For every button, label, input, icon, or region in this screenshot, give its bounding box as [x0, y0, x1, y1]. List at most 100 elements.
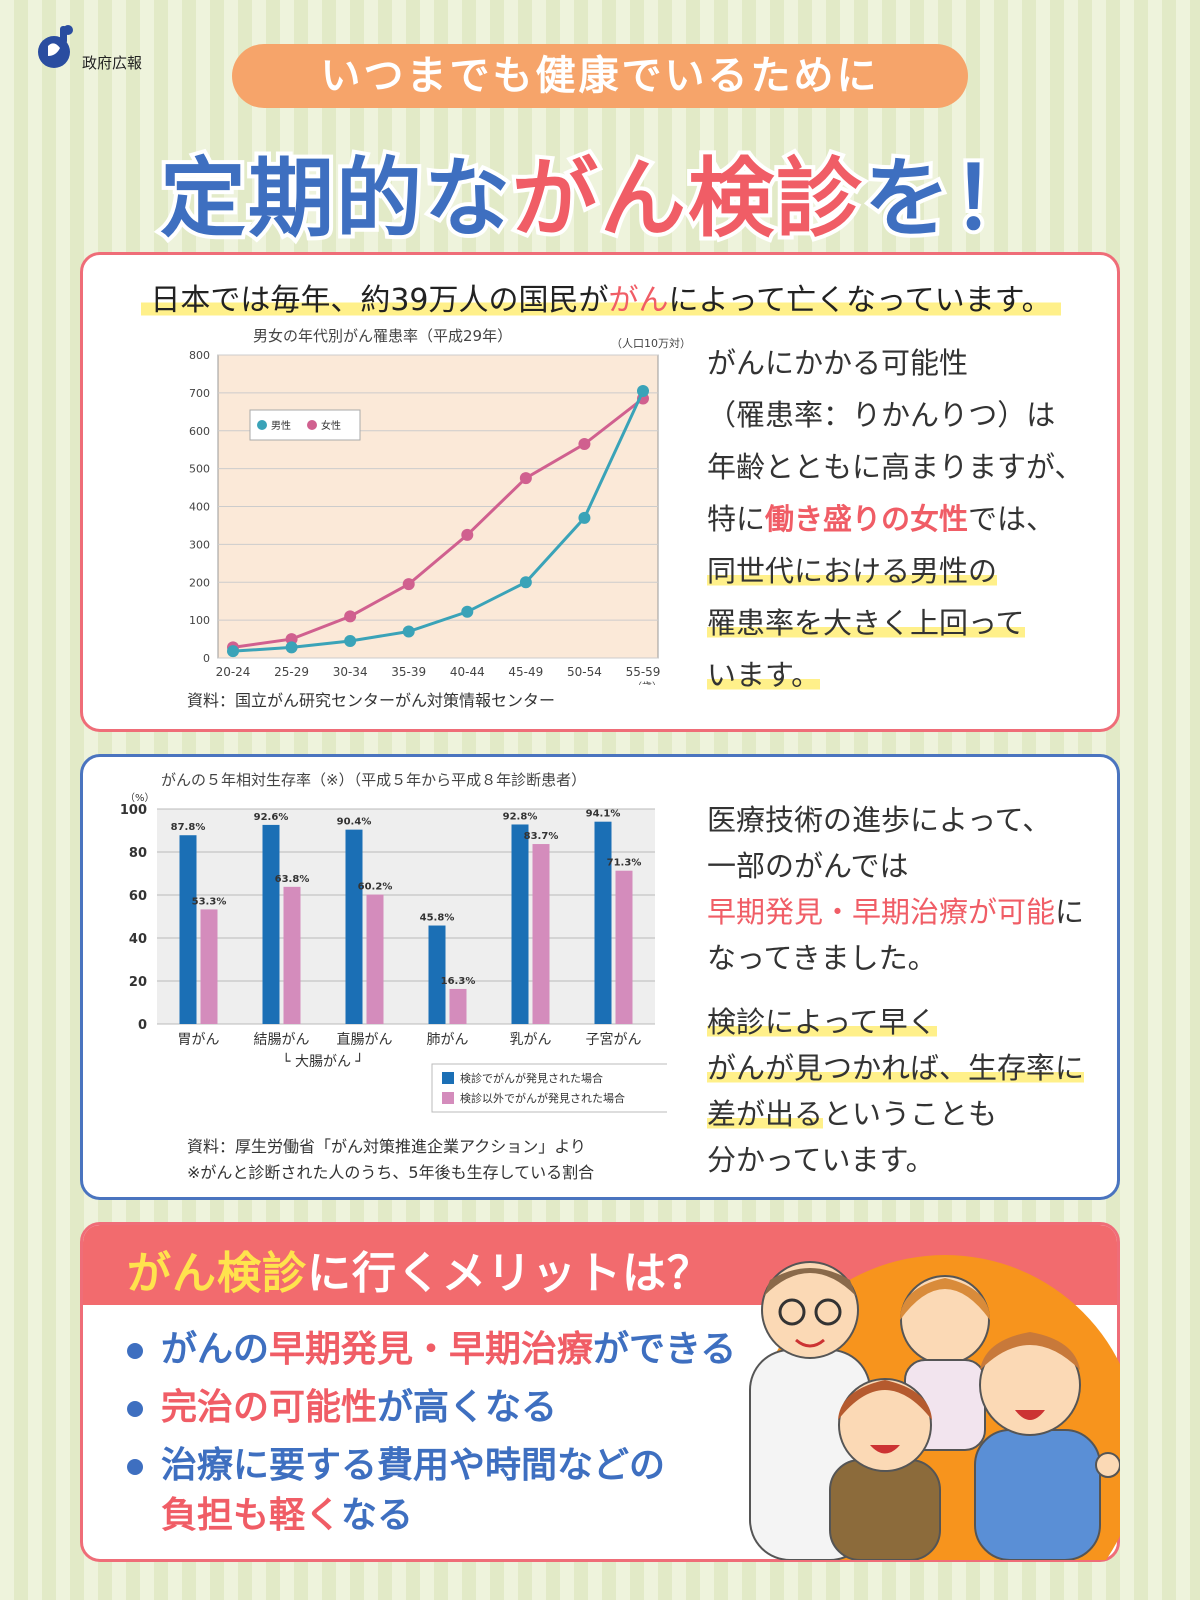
y-tick-label: 300: [189, 538, 210, 551]
legend-box: [249, 409, 361, 441]
data-label: 45.8%: [420, 913, 455, 924]
x-tick-label: 結腸がん: [254, 1032, 310, 1048]
x-tick-label: 30-34: [333, 665, 368, 679]
y-tick-label: 700: [189, 387, 210, 400]
text-line: 差が出るということも: [707, 1091, 1117, 1137]
bar: [428, 925, 446, 1024]
legend-label: 男性: [271, 419, 291, 432]
x-unit-label: （歳）: [632, 681, 662, 685]
text-line: 医療技術の進歩によって、: [707, 803, 1052, 837]
title-span: に行くメリットは？: [307, 1248, 712, 1299]
family-illustration: [749, 1255, 1120, 1560]
headline-part3: を！: [860, 145, 1042, 253]
lead-part2: がん: [608, 283, 669, 318]
text-line: 同世代における男性の: [707, 545, 1117, 597]
bullet-icon: [127, 1459, 143, 1475]
highlighted-text: 同世代における男性の: [707, 554, 998, 588]
highlighted-text: がんが見つかれば、生存率に: [707, 1051, 1085, 1085]
bar: [511, 824, 529, 1024]
y-axis-label: （%）: [125, 792, 155, 804]
text-span: では、: [968, 502, 1056, 536]
x-tick-label: 50-54: [567, 665, 602, 679]
death-statistic-lead: 日本では毎年、約39万人の国民ががんによって亡くなっています。: [141, 275, 1061, 319]
bar-chart-note: ※がんと診断された人のうち、5年後も生存している割合: [187, 1163, 595, 1182]
text-span: なる: [341, 1495, 414, 1536]
text-span: 特に: [707, 502, 766, 536]
line-chart-unit: （人口10万対）: [611, 337, 691, 350]
government-logo-icon: [38, 25, 73, 68]
text-line: 罹患率を大きく上回って: [707, 597, 1117, 649]
bar: [345, 829, 363, 1024]
bar: [283, 886, 301, 1024]
bar-chart-source: 資料：厚生労働省「がん対策推進企業アクション」より: [187, 1137, 586, 1156]
data-point: [285, 633, 298, 646]
data-point: [578, 438, 591, 451]
headline-part2: がん検診: [508, 145, 866, 253]
text-span: 治療に要する費用や時間などの: [161, 1445, 666, 1486]
highlighted-text: います。: [707, 658, 821, 692]
y-tick-label: 100: [189, 614, 210, 627]
bullet-icon: [127, 1401, 143, 1417]
series-line: [232, 397, 644, 649]
headline-part1: 定期的な: [156, 145, 514, 253]
y-tick-label: 500: [189, 463, 210, 476]
x-tick-label: 55-59: [626, 665, 661, 679]
x-tick-label: 肺がん: [427, 1032, 469, 1048]
text-line: なってきました。: [707, 941, 937, 975]
legend-label: 検診以外でがんが発見された場合: [460, 1091, 625, 1105]
data-label: 53.3%: [192, 896, 227, 907]
text-line: 特に働き盛りの女性では、: [707, 493, 1117, 545]
data-label: 92.6%: [254, 812, 289, 823]
legend-marker: [442, 1092, 454, 1104]
text-span: が高くなる: [377, 1387, 558, 1428]
legend-label: 女性: [321, 419, 341, 432]
text-line: 検診によって早く: [707, 999, 1117, 1045]
bar: [449, 988, 467, 1024]
legend-marker: [442, 1072, 454, 1084]
data-label: 83.7%: [524, 831, 559, 842]
plot-area: [157, 809, 655, 1024]
bar-chart-title: がんの５年相対生存率（※）（平成５年から平成８年診断患者）: [161, 771, 587, 789]
data-point: [519, 576, 532, 589]
y-tick-label: 100: [120, 803, 147, 818]
y-tick-label: 80: [129, 846, 147, 861]
x-tick-label: 35-39: [391, 665, 426, 679]
list-item: 治療に要する費用や時間などの 負担も軽くなる: [119, 1441, 739, 1541]
lead-part3: によって亡くなっています。: [668, 283, 1052, 318]
data-label: 87.8%: [171, 822, 206, 833]
highlight-early-treatment: 早期発見・早期治療が可能: [707, 895, 1056, 929]
survival-bar-chart: （%） 0 20 40 60 80 100 87.8% 53.3% 胃がん 92.6% 63.8% 結腸…: [120, 792, 667, 1113]
highlighted-text: 罹患率を大きく上回って: [707, 606, 1025, 640]
x-tick-label: 45-49: [508, 665, 543, 679]
data-point: [344, 634, 357, 647]
highlight-working-women: 働き盛りの女性: [765, 502, 969, 536]
merits-title: がん検診に行くメリットは？: [127, 1237, 712, 1301]
line-chart-source: 資料：国立がん研究センターがん対策情報センター: [187, 691, 556, 710]
x-tick-label: 直腸がん: [337, 1031, 393, 1048]
incidence-panel: 日本では毎年、約39万人の国民ががんによって亡くなっています。 男女の年代別がん…: [80, 252, 1120, 732]
incidence-explanation: がんにかかる可能性 （罹患率：りかんりつ）は 年齢とともに高まりますが、 特に働…: [707, 337, 1117, 701]
y-tick-label: 400: [189, 501, 210, 514]
bar: [262, 824, 280, 1024]
series-line: [232, 390, 645, 653]
legend-box: [431, 1063, 667, 1113]
lead-part1: 日本では毎年、約39万人の国民が: [150, 283, 609, 318]
text-line: 早期発見・早期治療が可能に: [707, 889, 1117, 935]
y-tick-label: 600: [189, 425, 210, 438]
text-span: 早期発見・早期治療: [269, 1329, 594, 1370]
text-line: がんにかかる可能性: [707, 346, 969, 380]
data-point: [637, 384, 649, 397]
x-tick-label: 子宮がん: [586, 1032, 642, 1048]
bar: [615, 870, 633, 1024]
text-line: います。: [707, 649, 1117, 701]
data-point: [344, 610, 357, 623]
text-span: 負担も軽く: [161, 1495, 342, 1536]
text-line: 一部のがんでは: [707, 849, 909, 883]
bar: [594, 821, 612, 1024]
bar: [366, 894, 384, 1024]
y-tick-label: 0: [138, 1018, 147, 1033]
text-line: 年齢とともに高まりますが、: [707, 450, 1084, 484]
merits-list: がんの早期発見・早期治療ができる 完治の可能性が高くなる 治療に要する費用や時間…: [119, 1325, 739, 1549]
bar: [179, 835, 197, 1024]
data-label: 92.8%: [503, 811, 538, 822]
